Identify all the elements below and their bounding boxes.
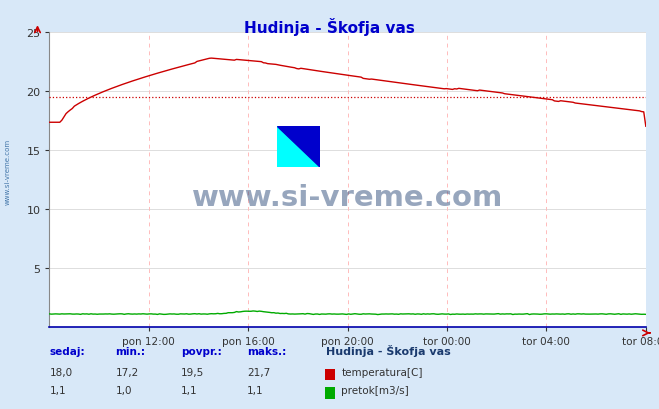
Text: 18,0: 18,0 bbox=[49, 367, 72, 378]
Text: sedaj:: sedaj: bbox=[49, 346, 85, 356]
Polygon shape bbox=[277, 126, 320, 167]
Text: povpr.:: povpr.: bbox=[181, 346, 222, 356]
Text: www.si-vreme.com: www.si-vreme.com bbox=[192, 184, 503, 211]
Text: 1,1: 1,1 bbox=[181, 385, 198, 396]
Polygon shape bbox=[277, 126, 320, 167]
Text: 17,2: 17,2 bbox=[115, 367, 138, 378]
Text: min.:: min.: bbox=[115, 346, 146, 356]
Text: Hudinja - Škofja vas: Hudinja - Škofja vas bbox=[326, 344, 451, 356]
Polygon shape bbox=[277, 126, 320, 167]
Text: maks.:: maks.: bbox=[247, 346, 287, 356]
Text: www.si-vreme.com: www.si-vreme.com bbox=[5, 139, 11, 205]
Text: 21,7: 21,7 bbox=[247, 367, 270, 378]
Text: Hudinja - Škofja vas: Hudinja - Škofja vas bbox=[244, 18, 415, 36]
Text: 19,5: 19,5 bbox=[181, 367, 204, 378]
Text: temperatura[C]: temperatura[C] bbox=[341, 367, 423, 378]
Text: 1,1: 1,1 bbox=[247, 385, 264, 396]
Text: pretok[m3/s]: pretok[m3/s] bbox=[341, 385, 409, 396]
Text: 1,1: 1,1 bbox=[49, 385, 66, 396]
Text: 1,0: 1,0 bbox=[115, 385, 132, 396]
